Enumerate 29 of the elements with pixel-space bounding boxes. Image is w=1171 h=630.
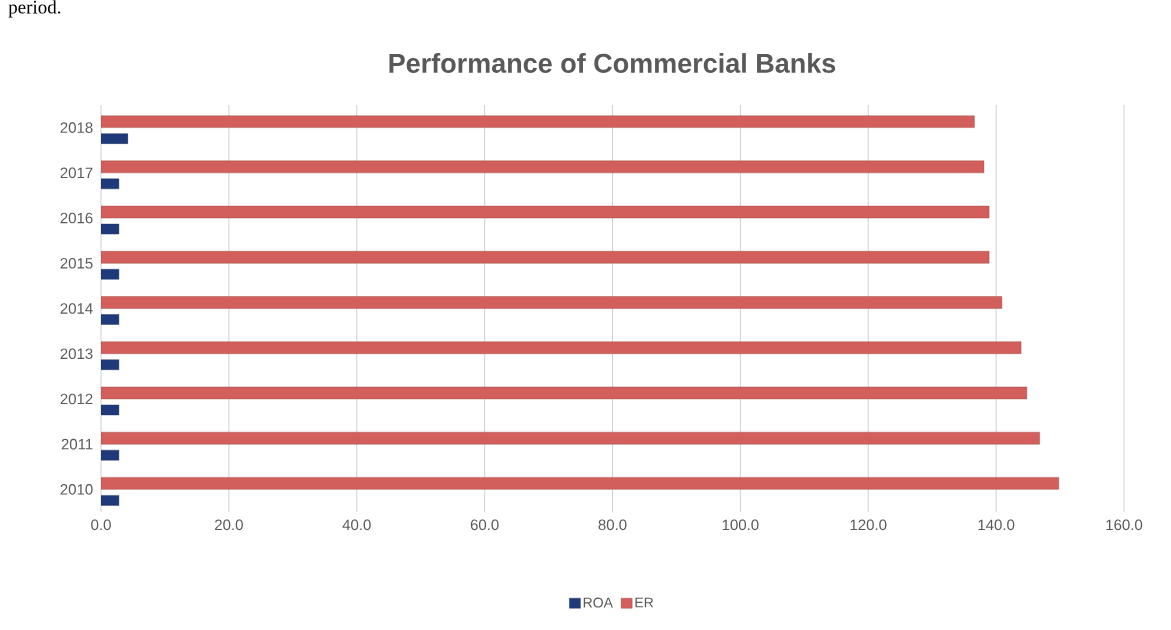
y-tick-label: 2018 (60, 122, 93, 133)
text: period. (8, 0, 61, 18)
legend-label: ER (635, 597, 654, 608)
x-tick-label: 120.0 (850, 519, 887, 531)
bar (101, 115, 975, 128)
y-tick-label: 2010 (60, 484, 93, 495)
bar (101, 477, 1059, 490)
x-tick-label: 40.0 (342, 519, 371, 531)
y-tick-label: 2016 (60, 212, 93, 224)
x-tick-label: 100.0 (722, 519, 759, 531)
bar (101, 296, 1003, 309)
bar (101, 160, 985, 174)
bar (101, 341, 1022, 354)
y-tick-label: 2012 (60, 393, 93, 405)
y-tick-label: 2013 (60, 348, 93, 360)
y-tick-label: 2015 (60, 257, 93, 269)
x-tick-label: 20.0 (215, 519, 243, 531)
bar (101, 431, 1040, 445)
chart-title: Performance of Commercial Banks (389, 53, 836, 73)
y-tick-label: 2011 (61, 438, 93, 450)
y-tick-label: 2014 (60, 303, 93, 314)
x-tick-label: 0.0 (91, 519, 111, 531)
legend-label: ROA (583, 597, 613, 608)
x-tick-label: 80.0 (598, 519, 627, 531)
x-tick-label: 160.0 (1106, 519, 1143, 531)
x-tick-label: 140.0 (978, 519, 1015, 531)
y-tick-label: 2017 (60, 167, 93, 179)
x-tick-label: 60.0 (470, 519, 499, 531)
bar (101, 251, 990, 264)
